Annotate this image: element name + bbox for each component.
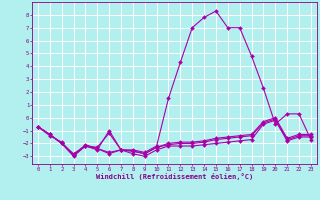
X-axis label: Windchill (Refroidissement éolien,°C): Windchill (Refroidissement éolien,°C) [96, 173, 253, 180]
